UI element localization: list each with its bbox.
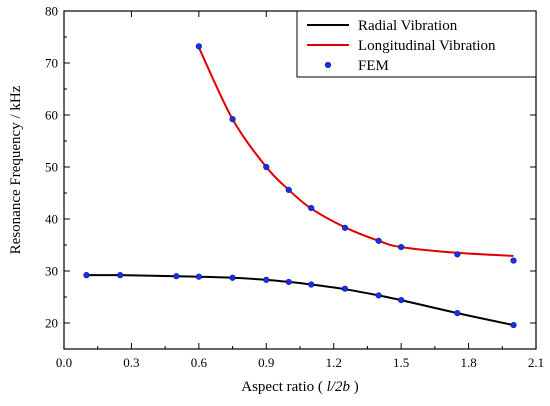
fem-point [454, 251, 461, 258]
y-tick-label: 30 [45, 264, 58, 279]
fem-point [341, 285, 349, 292]
fem-point [398, 297, 405, 304]
series-line-radial-vibration [86, 274, 514, 327]
chart-marks [83, 43, 517, 329]
fem-point [308, 281, 315, 288]
x-axis-title: Aspect ratio ( l/2b ) [241, 379, 358, 395]
x-tick-label: 2.1 [528, 355, 544, 370]
x-tick-label: 1.5 [393, 355, 409, 370]
y-axis-title: Resonance Frequency / kHz [8, 85, 24, 254]
y-tick-label: 80 [45, 4, 58, 19]
fem-point [229, 116, 236, 123]
x-tick-label: 0.6 [191, 355, 208, 370]
fem-point [510, 321, 517, 329]
fem-point [173, 273, 180, 280]
legend-label-longitudinal-vibration: Longitudinal Vibration [358, 38, 496, 54]
fem-point [308, 204, 315, 212]
x-tick-label: 0.0 [56, 355, 72, 370]
x-tick-label: 1.2 [326, 355, 342, 370]
y-tick-label: 20 [45, 316, 58, 331]
fem-point [375, 237, 382, 244]
fem-point [341, 224, 349, 231]
x-axis-title-italic: l/2b [327, 379, 351, 395]
fem-point [229, 274, 236, 281]
fem-point [195, 273, 202, 280]
fem-point [375, 292, 382, 299]
fem-point [285, 186, 292, 193]
y-tick-label: 60 [45, 108, 58, 123]
series-line-longitudinal-vibration [197, 46, 514, 257]
x-axis-title-close: ) [354, 379, 359, 395]
x-tick-label: 1.8 [460, 355, 476, 370]
fem-point [454, 310, 461, 317]
legend: Radial Vibration Longitudinal Vibration FE… [296, 10, 537, 78]
y-tick-label: 70 [45, 56, 58, 71]
fem-point [285, 278, 292, 286]
fem-point [398, 243, 405, 251]
fem-point [510, 257, 517, 264]
y-tick-label: 50 [45, 160, 58, 175]
fem-point [263, 276, 270, 283]
legend-swatch-fem [324, 61, 332, 69]
fem-point [195, 43, 202, 50]
y-tick-label: 40 [45, 212, 58, 227]
legend-label-radial-vibration: Radial Vibration [358, 18, 458, 34]
x-tick-label: 0.3 [123, 355, 139, 370]
legend-label-fem: FEM [358, 58, 389, 74]
fem-point [83, 272, 90, 279]
x-axis-title-main: Aspect ratio ( [241, 379, 323, 395]
x-tick-label: 0.9 [258, 355, 274, 370]
fem-point [117, 272, 124, 279]
fem-point [263, 163, 270, 171]
axis-ticks: 0.0 0.3 0.6 0.9 1.2 1.5 1.8 2.1 20 30 40 50 60 70 80 [45, 4, 544, 371]
